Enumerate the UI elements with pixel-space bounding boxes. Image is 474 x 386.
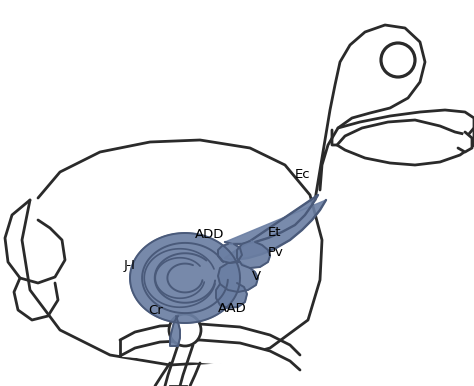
Polygon shape (218, 262, 258, 292)
Text: Ec: Ec (295, 169, 310, 181)
Polygon shape (332, 110, 474, 145)
Polygon shape (225, 195, 326, 260)
Text: J-I: J-I (124, 259, 136, 271)
Text: AAD: AAD (218, 301, 247, 315)
Polygon shape (130, 233, 240, 323)
Polygon shape (170, 316, 180, 346)
Polygon shape (14, 278, 58, 320)
Polygon shape (5, 200, 65, 283)
Polygon shape (216, 283, 247, 308)
Text: Pv: Pv (268, 247, 284, 259)
Polygon shape (458, 132, 472, 152)
Polygon shape (218, 244, 242, 263)
Circle shape (169, 314, 201, 346)
Polygon shape (22, 140, 322, 365)
Text: Et: Et (268, 225, 282, 239)
Polygon shape (237, 241, 270, 268)
Circle shape (381, 43, 415, 77)
Text: V: V (252, 271, 261, 283)
Text: Cr: Cr (148, 303, 163, 317)
Text: ADD: ADD (195, 227, 224, 240)
Polygon shape (120, 340, 300, 370)
